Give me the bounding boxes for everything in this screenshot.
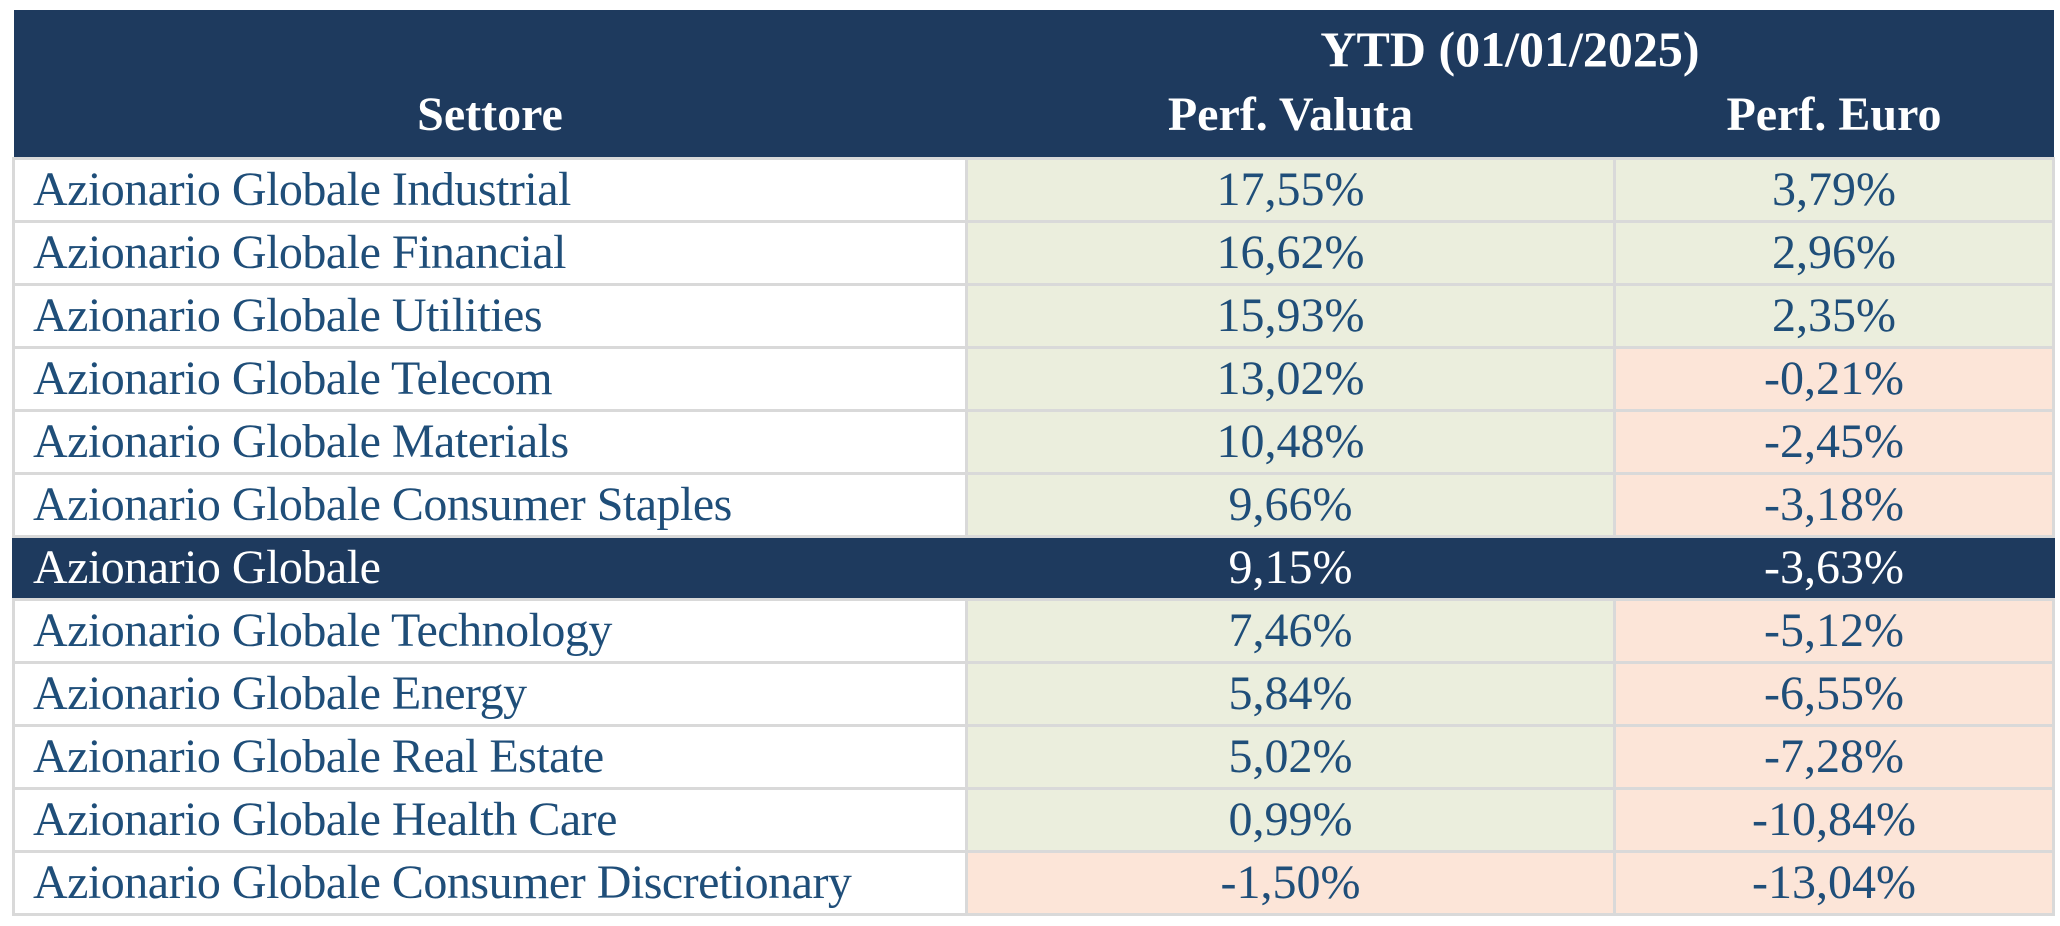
sector-cell: Azionario Globale Materials bbox=[12, 408, 968, 475]
sector-performance-table: YTD (01/01/2025) Settore Perf. Valuta Pe… bbox=[12, 10, 2055, 916]
header-row-ytd: YTD (01/01/2025) bbox=[13, 10, 2054, 74]
sector-cell: Azionario Globale Financial bbox=[12, 219, 968, 286]
table-row: Azionario Globale Industrial 17,55% 3,79… bbox=[12, 156, 2055, 223]
table-row: Azionario Globale Utilities 15,93% 2,35% bbox=[12, 282, 2055, 349]
perf-valuta-cell: -1,50% bbox=[965, 849, 1616, 916]
table-row: Azionario Globale Financial 16,62% 2,96% bbox=[12, 219, 2055, 286]
perf-valuta-cell: 9,66% bbox=[965, 471, 1616, 538]
perf-euro-cell: -10,84% bbox=[1613, 786, 2055, 853]
table-row: Azionario Globale Technology 7,46% -5,12… bbox=[12, 597, 2055, 664]
perf-valuta-cell: 15,93% bbox=[965, 282, 1616, 349]
table-body: Azionario Globale Industrial 17,55% 3,79… bbox=[12, 156, 2055, 916]
sector-cell: Azionario Globale Technology bbox=[12, 597, 968, 664]
perf-euro-cell: -6,55% bbox=[1613, 660, 2055, 727]
column-header-perf-euro: Perf. Euro bbox=[1614, 74, 2054, 158]
perf-valuta-cell: 5,84% bbox=[965, 660, 1616, 727]
table-row: Azionario Globale Health Care 0,99% -10,… bbox=[12, 786, 2055, 853]
sector-cell: Azionario Globale Consumer Discretionary bbox=[12, 849, 968, 916]
perf-valuta-cell: 9,15% bbox=[965, 534, 1616, 601]
sector-performance-table-wrap: YTD (01/01/2025) Settore Perf. Valuta Pe… bbox=[12, 10, 2055, 916]
header-row-columns: Settore Perf. Valuta Perf. Euro bbox=[13, 74, 2054, 158]
table-row: Azionario Globale Consumer Discretionary… bbox=[12, 849, 2055, 916]
table-header: YTD (01/01/2025) Settore Perf. Valuta Pe… bbox=[13, 10, 2054, 158]
perf-valuta-cell: 10,48% bbox=[965, 408, 1616, 475]
table-row: Azionario Globale Real Estate 5,02% -7,2… bbox=[12, 723, 2055, 790]
table-row: Azionario Globale Energy 5,84% -6,55% bbox=[12, 660, 2055, 727]
perf-valuta-cell: 7,46% bbox=[965, 597, 1616, 664]
column-header-settore: Settore bbox=[13, 74, 967, 158]
sector-cell: Azionario Globale Telecom bbox=[12, 345, 968, 412]
perf-euro-cell: -13,04% bbox=[1613, 849, 2055, 916]
perf-valuta-cell: 13,02% bbox=[965, 345, 1616, 412]
perf-euro-cell: -5,12% bbox=[1613, 597, 2055, 664]
perf-euro-cell: -3,18% bbox=[1613, 471, 2055, 538]
sector-cell: Azionario Globale Utilities bbox=[12, 282, 968, 349]
perf-valuta-cell: 0,99% bbox=[965, 786, 1616, 853]
perf-euro-cell: -2,45% bbox=[1613, 408, 2055, 475]
perf-valuta-cell: 16,62% bbox=[965, 219, 1616, 286]
perf-valuta-cell: 17,55% bbox=[965, 156, 1616, 223]
perf-euro-cell: 3,79% bbox=[1613, 156, 2055, 223]
sector-cell: Azionario Globale Health Care bbox=[12, 786, 968, 853]
perf-euro-cell: 2,96% bbox=[1613, 219, 2055, 286]
table-row: Azionario Globale Materials 10,48% -2,45… bbox=[12, 408, 2055, 475]
table-row: Azionario Globale Telecom 13,02% -0,21% bbox=[12, 345, 2055, 412]
ytd-header: YTD (01/01/2025) bbox=[966, 10, 2054, 74]
perf-valuta-cell: 5,02% bbox=[965, 723, 1616, 790]
sector-cell: Azionario Globale Industrial bbox=[12, 156, 968, 223]
table-row-highlighted-benchmark: Azionario Globale 9,15% -3,63% bbox=[12, 534, 2055, 601]
perf-euro-cell: 2,35% bbox=[1613, 282, 2055, 349]
header-corner-cell bbox=[13, 10, 967, 74]
perf-euro-cell: -7,28% bbox=[1613, 723, 2055, 790]
sector-cell: Azionario Globale Energy bbox=[12, 660, 968, 727]
sector-cell: Azionario Globale Real Estate bbox=[12, 723, 968, 790]
perf-euro-cell: -3,63% bbox=[1613, 534, 2055, 601]
perf-euro-cell: -0,21% bbox=[1613, 345, 2055, 412]
sector-cell: Azionario Globale bbox=[12, 534, 968, 601]
column-header-perf-valuta: Perf. Valuta bbox=[966, 74, 1615, 158]
table-row: Azionario Globale Consumer Staples 9,66%… bbox=[12, 471, 2055, 538]
sector-cell: Azionario Globale Consumer Staples bbox=[12, 471, 968, 538]
